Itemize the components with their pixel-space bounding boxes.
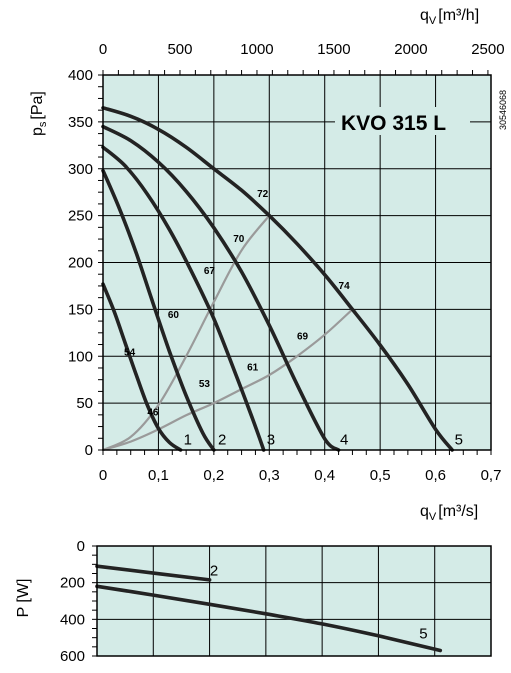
curve-number-label: 4 [340,431,348,448]
power-y-tick-labels: 0 200 400 600 [60,538,85,665]
x-axis-subscript: V [429,511,437,523]
efficiency-label: 60 [168,310,180,321]
fan-curve-3 [101,145,266,452]
curve-number-label: 2 [218,431,226,448]
fan-curves [101,106,454,452]
model-label-box [335,107,470,135]
x-tick-label: 0,1 [148,467,169,484]
x-axis-tick-labels: 0 0,1 0,2 0,3 0,4 0,5 0,6 0,7 [99,467,502,484]
power-plot-background [97,546,491,656]
top-axis-title: qV [m³/h] [420,7,479,27]
x-axis-unit: [m³/s] [438,503,478,520]
y-axis-tick-labels: 0 50 100 150 200 250 300 350 400 [68,67,93,459]
main-tick-marks [98,70,492,455]
y-tick-label: 300 [68,161,93,178]
x-tick-label: 0,4 [314,467,335,484]
efficiency-line [101,214,271,452]
top-tick-label: 2500 [471,41,504,58]
efficiency-lines [101,214,354,452]
top-axis-subscript: V [429,15,437,27]
efficiency-label: 70 [233,234,245,245]
top-tick-label: 1500 [317,41,350,58]
model-title: KVO 315 L [341,112,446,135]
x-tick-label: 0,7 [481,467,502,484]
efficiency-label: 53 [199,379,211,390]
y-axis-symbol: p [29,127,46,136]
fan-curve-2 [101,168,216,452]
efficiency-label: 61 [247,362,259,373]
x-tick-label: 0 [99,467,107,484]
efficiency-label: 67 [204,266,216,277]
top-tick-label: 1000 [240,41,273,58]
efficiency-label: 72 [257,189,269,200]
top-tick-label: 500 [167,41,192,58]
x-tick-label: 0,6 [425,467,446,484]
y-axis-title: ps [Pa] [29,91,49,136]
power-y-tick-label: 200 [60,575,85,592]
y-tick-label: 150 [68,301,93,318]
power-curve-labels: 25 [210,562,428,642]
y-tick-label: 400 [68,67,93,84]
curve-number-label: 3 [267,431,275,448]
power-axis-title: P [W] [15,579,32,618]
y-tick-label: 50 [76,395,93,412]
y-axis-unit: [Pa] [29,91,46,119]
top-axis-unit: [m³/h] [438,7,479,24]
power-curve-2 [95,564,212,582]
efficiency-labels: 72 70 67 60 54 74 69 61 53 46 [124,189,350,418]
efficiency-label: 54 [124,347,136,358]
drawing-code: 30546068 [498,90,508,130]
efficiency-line [101,308,354,452]
curve-number-labels: 1 2 3 4 5 [184,431,463,448]
x-axis-symbol: q [420,503,429,520]
efficiency-label: 69 [297,331,309,342]
power-y-tick-label: 0 [77,538,85,555]
y-tick-label: 350 [68,114,93,131]
y-tick-label: 200 [68,255,93,272]
power-curve-label: 2 [210,562,218,579]
power-tick-marks [92,545,97,657]
top-axis-tick-labels: 0 500 1000 1500 2000 2500 [99,41,505,58]
y-tick-label: 0 [85,442,93,459]
top-tick-label: 0 [99,41,107,58]
efficiency-label: 46 [147,407,159,418]
power-y-tick-label: 600 [60,648,85,665]
x-tick-label: 0,2 [203,467,224,484]
y-tick-label: 100 [68,348,93,365]
power-curve-label: 5 [419,626,427,643]
top-tick-label: 2000 [394,41,427,58]
y-axis-subscript: s [37,121,49,127]
efficiency-label: 74 [339,281,351,292]
power-curves [95,564,443,653]
top-axis-symbol: q [420,7,429,24]
x-tick-label: 0,5 [370,467,391,484]
curve-number-label: 5 [455,431,463,448]
x-tick-label: 0,3 [259,467,280,484]
fan-curve-5 [101,106,454,452]
x-axis-title: qV [m³/s] [420,503,478,523]
fan-curve-4 [101,124,341,452]
y-tick-label: 250 [68,208,93,225]
curve-number-label: 1 [184,431,192,448]
power-y-tick-label: 400 [60,611,85,628]
fan-curve-1 [101,282,183,452]
power-curve-5 [95,584,443,653]
